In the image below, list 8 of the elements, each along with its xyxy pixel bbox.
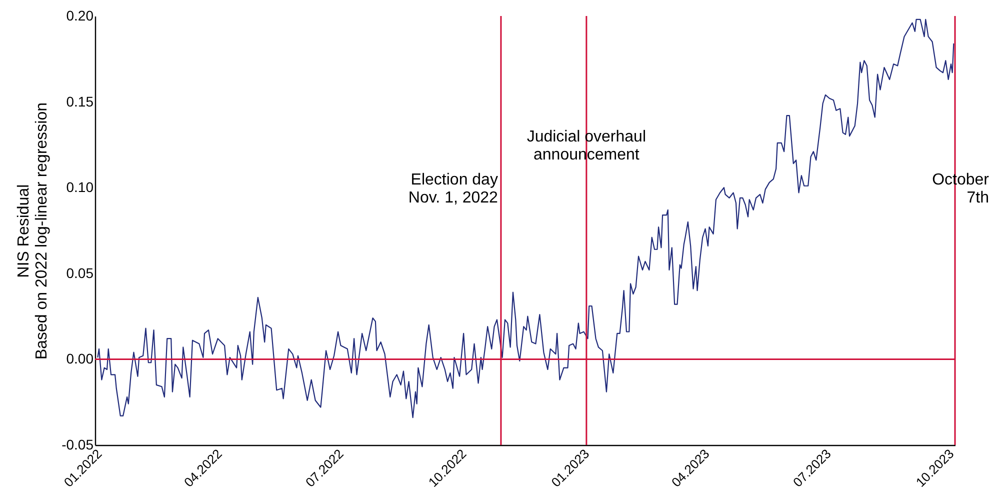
ref-line-label: Election day Nov. 1, 2022 <box>408 172 498 207</box>
y-tick-label: 0.10 <box>66 179 94 196</box>
y-tick-label: 0.00 <box>66 350 94 367</box>
y-tick-label: 0.20 <box>66 8 94 24</box>
y-tick-label: 0.15 <box>66 93 94 110</box>
y-tick-label: -0.05 <box>62 436 94 452</box>
y-axis-title: NIS Residual Based on 2022 log-linear regression <box>16 102 51 360</box>
y-tick-label: 0.05 <box>66 264 94 281</box>
